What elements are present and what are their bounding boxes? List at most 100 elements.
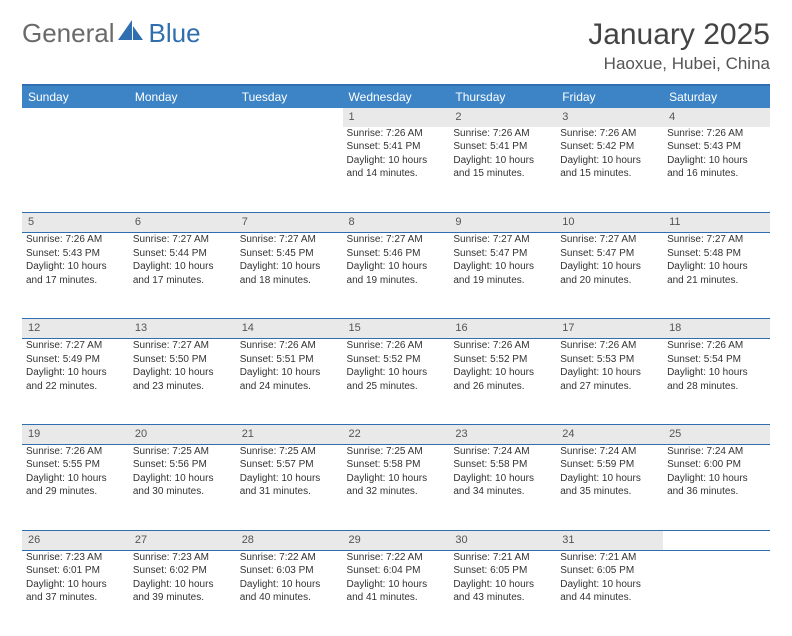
sunset-line: Sunset: 5:45 PM — [240, 247, 339, 261]
day-detail-cell — [663, 550, 770, 636]
sunset-line: Sunset: 5:52 PM — [347, 353, 446, 367]
day-detail-cell: Sunrise: 7:26 AMSunset: 5:41 PMDaylight:… — [449, 127, 556, 213]
sunset-line: Sunset: 5:50 PM — [133, 353, 232, 367]
day-detail-cell: Sunrise: 7:27 AMSunset: 5:47 PMDaylight:… — [556, 233, 663, 319]
sail-icon — [118, 18, 144, 49]
day-number-cell — [236, 108, 343, 127]
day-number-cell: 12 — [22, 319, 129, 339]
day-detail-row: Sunrise: 7:26 AMSunset: 5:55 PMDaylight:… — [22, 444, 770, 530]
day-number-cell: 24 — [556, 425, 663, 445]
day-number-cell: 22 — [343, 425, 450, 445]
sunset-line: Sunset: 5:44 PM — [133, 247, 232, 261]
day-detail-cell: Sunrise: 7:26 AMSunset: 5:54 PMDaylight:… — [663, 339, 770, 425]
sunset-line: Sunset: 6:03 PM — [240, 564, 339, 578]
sunrise-line: Sunrise: 7:27 AM — [240, 233, 339, 247]
sunset-line: Sunset: 5:59 PM — [560, 458, 659, 472]
day-number-cell: 10 — [556, 213, 663, 233]
sunrise-line: Sunrise: 7:21 AM — [453, 551, 552, 565]
day-number-cell: 9 — [449, 213, 556, 233]
day-number-row: 12131415161718 — [22, 319, 770, 339]
sunset-line: Sunset: 5:47 PM — [560, 247, 659, 261]
day-detail-cell: Sunrise: 7:26 AMSunset: 5:41 PMDaylight:… — [343, 127, 450, 213]
sunset-line: Sunset: 5:49 PM — [26, 353, 125, 367]
day-number-cell: 2 — [449, 108, 556, 127]
sunrise-line: Sunrise: 7:27 AM — [667, 233, 766, 247]
day-detail-cell: Sunrise: 7:26 AMSunset: 5:51 PMDaylight:… — [236, 339, 343, 425]
day-number-cell: 20 — [129, 425, 236, 445]
location-label: Haoxue, Hubei, China — [588, 54, 770, 74]
sunset-line: Sunset: 5:58 PM — [347, 458, 446, 472]
daylight-line: Daylight: 10 hours and 30 minutes. — [133, 472, 232, 499]
day-detail-row: Sunrise: 7:23 AMSunset: 6:01 PMDaylight:… — [22, 550, 770, 636]
daylight-line: Daylight: 10 hours and 36 minutes. — [667, 472, 766, 499]
daylight-line: Daylight: 10 hours and 27 minutes. — [560, 366, 659, 393]
daylight-line: Daylight: 10 hours and 43 minutes. — [453, 578, 552, 605]
weekday-header-row: SundayMondayTuesdayWednesdayThursdayFrid… — [22, 85, 770, 108]
day-detail-cell: Sunrise: 7:26 AMSunset: 5:52 PMDaylight:… — [449, 339, 556, 425]
day-number-cell: 19 — [22, 425, 129, 445]
sunrise-line: Sunrise: 7:26 AM — [667, 339, 766, 353]
sunset-line: Sunset: 5:47 PM — [453, 247, 552, 261]
day-number-cell: 23 — [449, 425, 556, 445]
day-detail-cell: Sunrise: 7:27 AMSunset: 5:46 PMDaylight:… — [343, 233, 450, 319]
sunset-line: Sunset: 5:43 PM — [26, 247, 125, 261]
day-number-row: 19202122232425 — [22, 425, 770, 445]
daylight-line: Daylight: 10 hours and 37 minutes. — [26, 578, 125, 605]
day-detail-cell — [22, 127, 129, 213]
day-detail-row: Sunrise: 7:26 AMSunset: 5:43 PM Daylight:… — [22, 233, 770, 319]
day-number-cell: 17 — [556, 319, 663, 339]
day-detail-cell: Sunrise: 7:25 AMSunset: 5:56 PMDaylight:… — [129, 444, 236, 530]
day-number-cell: 18 — [663, 319, 770, 339]
day-number-cell: 6 — [129, 213, 236, 233]
weekday-header: Wednesday — [343, 85, 450, 108]
sunrise-line: Sunrise: 7:26 AM — [240, 339, 339, 353]
daylight-line: Daylight: 10 hours and 15 minutes. — [453, 154, 552, 181]
day-detail-cell: Sunrise: 7:21 AMSunset: 6:05 PMDaylight:… — [449, 550, 556, 636]
sunrise-line: Sunrise: 7:27 AM — [133, 233, 232, 247]
day-detail-cell: Sunrise: 7:27 AMSunset: 5:49 PMDaylight:… — [22, 339, 129, 425]
sunset-line: Sunset: 6:05 PM — [560, 564, 659, 578]
day-number-cell: 15 — [343, 319, 450, 339]
day-detail-cell: Sunrise: 7:27 AMSunset: 5:48 PMDaylight:… — [663, 233, 770, 319]
sunrise-line: Sunrise: 7:22 AM — [347, 551, 446, 565]
day-number-cell: 1 — [343, 108, 450, 127]
day-number-row: 1234 — [22, 108, 770, 127]
sunset-line: Sunset: 5:56 PM — [133, 458, 232, 472]
sunrise-line: Sunrise: 7:23 AM — [26, 551, 125, 565]
day-detail-cell: Sunrise: 7:26 AMSunset: 5:52 PMDaylight:… — [343, 339, 450, 425]
weekday-header: Sunday — [22, 85, 129, 108]
day-detail-cell: Sunrise: 7:27 AMSunset: 5:47 PMDaylight:… — [449, 233, 556, 319]
sunset-line: Sunset: 5:42 PM — [560, 140, 659, 154]
weekday-header: Monday — [129, 85, 236, 108]
page-header: General Blue January 2025 Haoxue, Hubei,… — [22, 18, 770, 74]
day-number-cell: 7 — [236, 213, 343, 233]
daylight-line: Daylight: 10 hours and 44 minutes. — [560, 578, 659, 605]
sunset-line: Sunset: 5:53 PM — [560, 353, 659, 367]
daylight-line: Daylight: 10 hours and 29 minutes. — [26, 472, 125, 499]
daylight-line: Daylight: 10 hours and 28 minutes. — [667, 366, 766, 393]
daylight-line: Daylight: 10 hours and 14 minutes. — [347, 154, 446, 181]
sunrise-line: Sunrise: 7:26 AM — [560, 127, 659, 141]
daylight-line: Daylight: 10 hours and 15 minutes. — [560, 154, 659, 181]
sunrise-line: Sunrise: 7:25 AM — [240, 445, 339, 459]
daylight-line: Daylight: 10 hours and 18 minutes. — [240, 260, 339, 287]
calendar-table: SundayMondayTuesdayWednesdayThursdayFrid… — [22, 84, 770, 636]
day-number-cell: 16 — [449, 319, 556, 339]
day-number-cell: 21 — [236, 425, 343, 445]
sunrise-line: Sunrise: 7:26 AM — [26, 233, 125, 247]
day-detail-cell: Sunrise: 7:26 AMSunset: 5:53 PMDaylight:… — [556, 339, 663, 425]
sunset-line: Sunset: 5:57 PM — [240, 458, 339, 472]
day-number-cell: 31 — [556, 530, 663, 550]
day-detail-cell: Sunrise: 7:27 AMSunset: 5:44 PMDaylight:… — [129, 233, 236, 319]
day-detail-cell: Sunrise: 7:26 AMSunset: 5:42 PMDaylight:… — [556, 127, 663, 213]
daylight-line: Daylight: 10 hours and 19 minutes. — [453, 260, 552, 287]
sunrise-line: Sunrise: 7:27 AM — [26, 339, 125, 353]
day-detail-cell: Sunrise: 7:26 AMSunset: 5:43 PMDaylight:… — [22, 233, 129, 319]
day-detail-cell: Sunrise: 7:26 AMSunset: 5:43 PMDaylight:… — [663, 127, 770, 213]
weekday-header: Friday — [556, 85, 663, 108]
daylight-line: Daylight: 10 hours and 39 minutes. — [133, 578, 232, 605]
day-detail-cell: Sunrise: 7:27 AMSunset: 5:45 PMDaylight:… — [236, 233, 343, 319]
sunrise-line: Sunrise: 7:24 AM — [453, 445, 552, 459]
day-number-cell: 8 — [343, 213, 450, 233]
brand-logo: General Blue — [22, 18, 201, 49]
